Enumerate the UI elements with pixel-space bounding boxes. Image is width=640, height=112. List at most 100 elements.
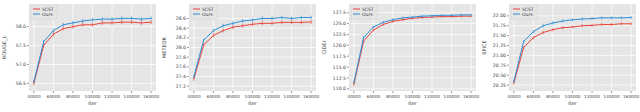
tick bbox=[112, 91, 113, 93]
error-bar bbox=[262, 21, 263, 25]
grid-line bbox=[451, 4, 452, 91]
error-bar bbox=[203, 43, 204, 47]
legend-swatch bbox=[33, 9, 40, 10]
legend-swatch bbox=[353, 14, 360, 15]
error-bar bbox=[252, 18, 253, 22]
error-bar bbox=[121, 20, 122, 24]
grid-line bbox=[272, 4, 273, 91]
error-bar bbox=[281, 16, 282, 20]
error-bar bbox=[203, 38, 204, 42]
error-bar bbox=[582, 24, 583, 27]
grid-line bbox=[72, 4, 73, 91]
error-bar bbox=[471, 14, 472, 17]
series-line bbox=[354, 15, 471, 82]
plot-background bbox=[509, 4, 636, 91]
legend: SCSTOurs bbox=[31, 5, 57, 19]
tick-label: 140000 bbox=[444, 94, 460, 99]
tick-label: 60000 bbox=[47, 94, 61, 99]
error-bar bbox=[412, 16, 413, 19]
tick bbox=[507, 85, 509, 86]
tick-label: 58.0 bbox=[16, 24, 26, 29]
error-bar bbox=[272, 17, 273, 21]
plot-background bbox=[29, 4, 156, 91]
tick bbox=[353, 91, 354, 93]
tick-label: 60000 bbox=[527, 94, 541, 99]
error-bar bbox=[601, 23, 602, 26]
tick bbox=[513, 91, 514, 93]
tick-label: 21.75 bbox=[493, 23, 506, 28]
series-line bbox=[514, 24, 631, 83]
legend-box bbox=[31, 5, 57, 19]
error-bar bbox=[552, 28, 553, 31]
error-bar bbox=[242, 24, 243, 28]
tick-label: 27.6 bbox=[176, 64, 186, 69]
error-bar bbox=[112, 21, 113, 25]
tick bbox=[432, 91, 433, 93]
panel: 110.0112.5115.0117.5120.0122.5125.0127.5… bbox=[321, 4, 479, 106]
legend-swatch bbox=[193, 9, 200, 10]
error-bar bbox=[63, 23, 64, 27]
tick bbox=[72, 91, 73, 93]
tick-label: 27.8 bbox=[176, 55, 186, 60]
tick bbox=[507, 45, 509, 46]
error-bar bbox=[291, 20, 292, 24]
error-bar bbox=[601, 16, 602, 19]
legend-box bbox=[351, 5, 377, 19]
error-bar bbox=[72, 21, 73, 25]
tick bbox=[187, 28, 189, 29]
tick bbox=[187, 86, 189, 87]
tick-label: 27.4 bbox=[176, 74, 186, 79]
tick bbox=[373, 91, 374, 93]
tick-label: 21.50 bbox=[493, 33, 506, 38]
tick-label: 160000 bbox=[303, 94, 319, 99]
tick-label: 40000 bbox=[347, 94, 361, 99]
tick bbox=[187, 66, 189, 67]
tick bbox=[451, 91, 452, 93]
tick-label: 120.0 bbox=[333, 43, 346, 48]
error-bar bbox=[262, 17, 263, 21]
tick-label: 80000 bbox=[546, 94, 560, 99]
error-bar bbox=[232, 21, 233, 25]
panel: 27.227.427.627.828.028.228.428.640000600… bbox=[161, 4, 319, 106]
error-bar bbox=[631, 22, 632, 25]
y-axis-label: METEOR bbox=[161, 36, 167, 58]
error-bar bbox=[451, 14, 452, 17]
tick-label: 20.75 bbox=[493, 63, 506, 68]
error-bar bbox=[432, 14, 433, 17]
tick-label: 57.5 bbox=[16, 43, 26, 48]
tick-label: 21.25 bbox=[493, 43, 506, 48]
tick bbox=[232, 91, 233, 93]
error-bar bbox=[301, 16, 302, 20]
error-bar bbox=[621, 16, 622, 19]
error-bar bbox=[131, 20, 132, 24]
tick bbox=[347, 23, 349, 24]
error-bar bbox=[592, 24, 593, 27]
plot-background bbox=[189, 4, 316, 91]
grid-line bbox=[131, 4, 132, 91]
tick bbox=[592, 91, 593, 93]
tick-label: 120000 bbox=[104, 94, 120, 99]
error-bar bbox=[533, 30, 534, 33]
tick bbox=[347, 88, 349, 89]
tick bbox=[53, 91, 54, 93]
grid-line bbox=[112, 4, 113, 91]
tick-label: 160000 bbox=[463, 94, 479, 99]
error-bar bbox=[523, 46, 524, 49]
y-axis-label: SPICE bbox=[481, 40, 487, 54]
tick bbox=[347, 12, 349, 13]
tick-label: 40000 bbox=[507, 94, 521, 99]
legend-label: Ours bbox=[42, 12, 53, 17]
tick-label: 117.5 bbox=[333, 54, 346, 59]
error-bar bbox=[353, 81, 354, 84]
tick bbox=[507, 25, 509, 26]
tick bbox=[252, 91, 253, 93]
error-bar bbox=[53, 29, 54, 33]
error-bar bbox=[151, 16, 152, 20]
error-bar bbox=[281, 20, 282, 24]
error-bar bbox=[242, 19, 243, 23]
tick-label: 28.2 bbox=[176, 35, 186, 40]
grid-line bbox=[471, 4, 472, 91]
tick bbox=[213, 91, 214, 93]
tick bbox=[507, 35, 509, 36]
tick-label: 27.2 bbox=[176, 84, 186, 89]
